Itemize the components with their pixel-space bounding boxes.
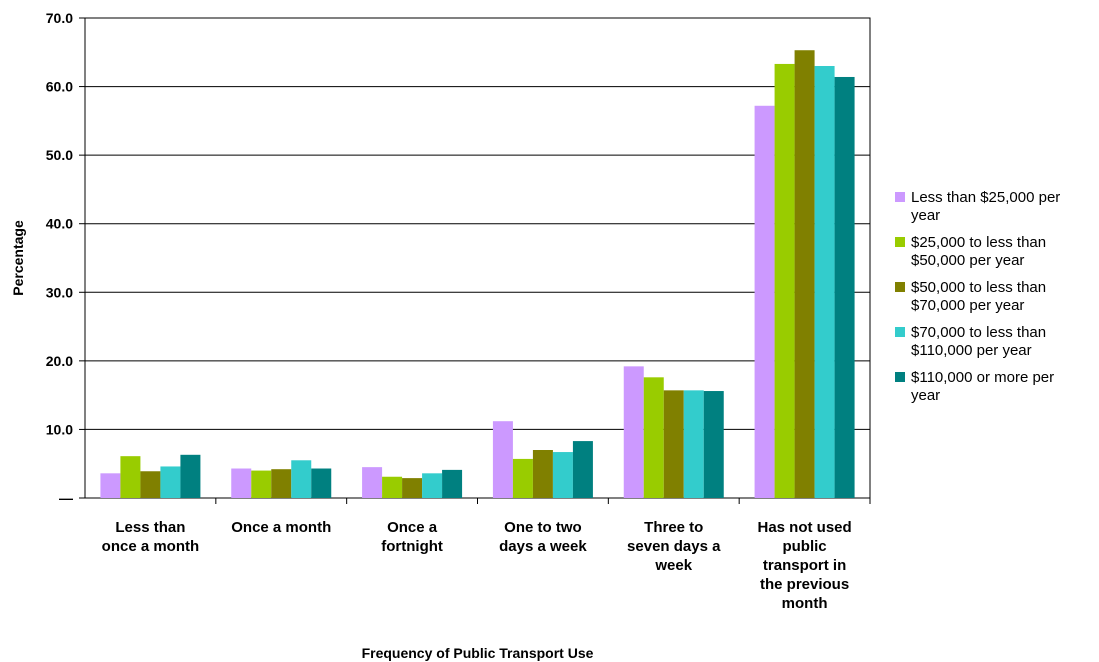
bar [814, 66, 835, 498]
y-tick-label: 40.0 [46, 216, 73, 232]
legend-label: $110,000 per year [911, 342, 1032, 359]
legend-swatch [895, 237, 905, 247]
legend-swatch [895, 192, 905, 202]
bar [683, 390, 704, 498]
legend-swatch [895, 327, 905, 337]
legend-label: $70,000 per year [911, 297, 1024, 314]
legend-label: year [911, 387, 940, 404]
bar [552, 452, 573, 498]
legend-label: $25,000 to less than [911, 234, 1046, 251]
x-tick-label: month [782, 595, 828, 612]
plot-area [84, 17, 871, 499]
y-tick-label: 20.0 [46, 353, 73, 369]
y-axis-title: Percentage [10, 220, 26, 296]
bar [100, 473, 121, 498]
bar [382, 476, 403, 498]
bar [703, 391, 724, 498]
legend-label: $50,000 per year [911, 252, 1024, 269]
bar [512, 458, 533, 498]
legend-label: $50,000 to less than [911, 279, 1046, 296]
x-tick-label: the previous [760, 576, 849, 593]
bar [231, 468, 252, 498]
bar [402, 478, 423, 498]
bar [442, 469, 463, 498]
bar [532, 450, 553, 498]
x-tick-label: seven days a [627, 538, 721, 555]
bar [492, 421, 513, 498]
bar [572, 441, 593, 498]
x-tick-label: Once a month [231, 519, 331, 536]
x-tick-label: Three to [644, 519, 703, 536]
x-tick-label: once a month [102, 538, 200, 555]
bar [311, 468, 332, 498]
x-tick-label: fortnight [381, 538, 443, 555]
x-tick-label: days a week [499, 538, 587, 555]
bar [794, 50, 815, 498]
y-tick-label: 30.0 [46, 284, 73, 300]
bar [362, 467, 383, 498]
y-tick-label: — [59, 490, 73, 506]
legend-label: $110,000 or more per [911, 369, 1054, 386]
bar [422, 473, 443, 498]
y-tick-label: 50.0 [46, 147, 73, 163]
bar [160, 466, 181, 498]
bar [251, 470, 272, 498]
legend-swatch [895, 372, 905, 382]
x-tick-label: Less than [115, 519, 185, 536]
x-tick-label: public [782, 538, 826, 555]
x-tick-label: Has not used [757, 519, 851, 536]
bar [120, 456, 141, 498]
x-tick-label: transport in [763, 557, 846, 574]
bar [623, 366, 644, 498]
legend-swatch [895, 282, 905, 292]
bar [774, 63, 795, 498]
bar [663, 390, 684, 498]
y-tick-label: 60.0 [46, 79, 73, 95]
y-tick-label: 10.0 [46, 421, 73, 437]
x-tick-label: One to two [504, 519, 582, 536]
bar [754, 105, 775, 499]
x-tick-label: week [654, 557, 692, 574]
x-tick-label: Once a [387, 519, 438, 536]
y-tick-label: 70.0 [46, 10, 73, 26]
legend-label: Less than $25,000 per [911, 189, 1060, 206]
bar [271, 469, 292, 498]
x-axis-title: Frequency of Public Transport Use [362, 645, 594, 661]
legend-label: $70,000 to less than [911, 324, 1046, 341]
bar [643, 377, 664, 498]
bar [291, 460, 312, 498]
bar [140, 471, 161, 498]
bar [834, 76, 855, 498]
bar [180, 454, 201, 498]
legend-label: year [911, 207, 940, 224]
